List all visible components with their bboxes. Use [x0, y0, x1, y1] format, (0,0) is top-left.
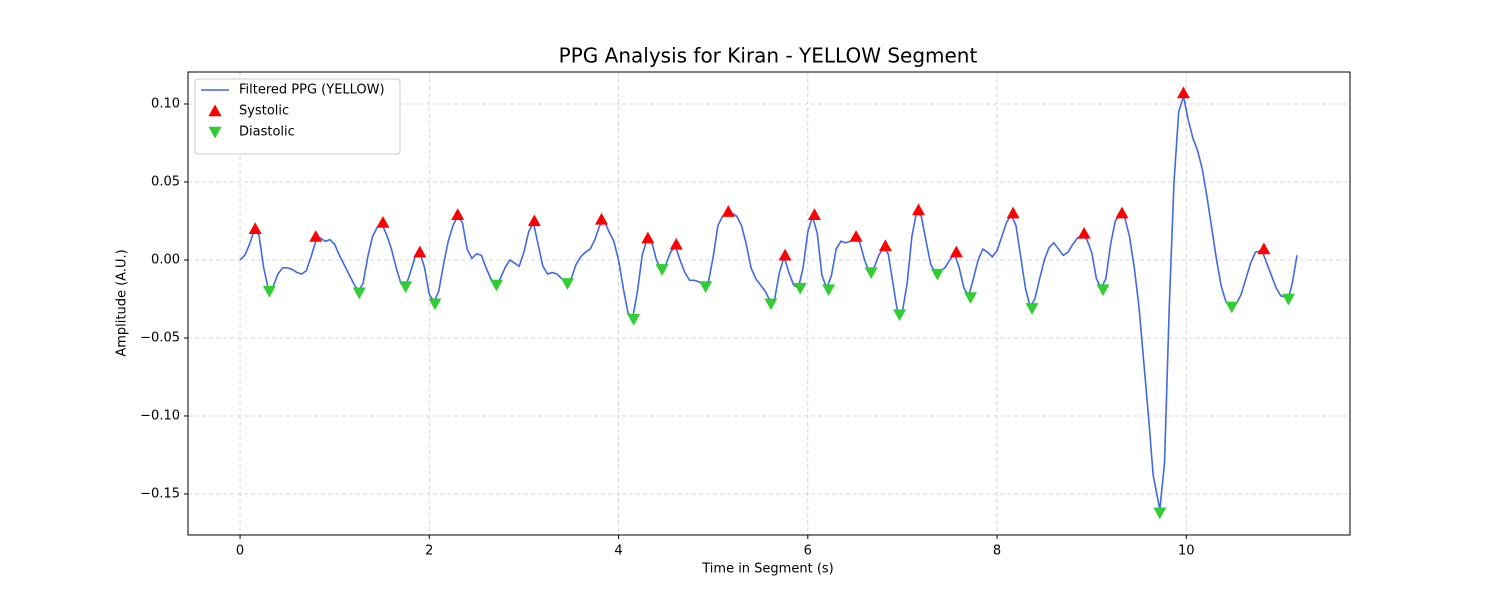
diastolic-marker: [1225, 301, 1239, 314]
diastolic-marker: [560, 278, 574, 290]
legend-box: [194, 78, 401, 155]
x-tick-label: 8: [993, 544, 1001, 559]
systolic-marker: [1176, 86, 1190, 99]
x-axis-label: Time in Segment (s): [701, 562, 833, 577]
systolic-marker: [878, 239, 892, 252]
systolic-marker: [778, 248, 792, 261]
diastolic-marker: [262, 285, 276, 298]
diastolic-marker: [893, 309, 907, 322]
y-tick-label: −0.05: [140, 330, 180, 345]
systolic-marker: [807, 208, 821, 220]
diastolic-marker: [627, 314, 641, 326]
y-tick-label: −0.10: [140, 408, 180, 423]
diastolic-marker: [699, 281, 713, 293]
y-tick-label: −0.15: [140, 486, 180, 501]
systolic-marker: [849, 230, 863, 242]
y-tick-label: 0.05: [151, 174, 180, 189]
diastolic-marker: [1153, 507, 1167, 520]
y-tick-label: 0.10: [151, 96, 180, 111]
y-tick-label: 0.00: [151, 252, 180, 267]
systolic-marker: [641, 231, 655, 244]
diastolic-marker: [930, 268, 944, 281]
systolic-marker: [595, 212, 609, 225]
systolic-marker: [413, 245, 427, 258]
diastolic-marker: [655, 264, 669, 276]
diastolic-marker: [793, 282, 807, 295]
x-tick-label: 2: [425, 544, 433, 559]
diastolic-marker: [1096, 284, 1110, 297]
diastolic-marker: [352, 287, 366, 300]
systolic-marker: [721, 205, 735, 217]
systolic-marker: [1257, 242, 1271, 255]
legend-label: Filtered PPG (YELLOW): [239, 83, 385, 98]
systolic-marker: [527, 214, 541, 227]
systolic-marker: [376, 216, 390, 228]
systolic-marker: [669, 237, 683, 250]
diastolic-marker: [489, 279, 503, 292]
systolic-marker: [309, 230, 323, 242]
legend-label: Diastolic: [239, 125, 295, 140]
legend-swatch: [208, 126, 222, 139]
diastolic-marker: [864, 267, 878, 279]
x-tick-label: 4: [614, 544, 622, 559]
diastolic-marker: [1025, 303, 1039, 315]
legend: Filtered PPG (YELLOW) Systolic Diastolic: [194, 78, 401, 155]
x-tick-label: 10: [1178, 544, 1195, 559]
diastolic-marker: [964, 292, 978, 304]
systolic-marker: [949, 245, 963, 258]
systolic-marker: [248, 222, 262, 234]
diastolic-marker: [822, 284, 836, 297]
diastolic-marker: [399, 281, 413, 293]
chart-title: PPG Analysis for Kiran - YELLOW Segment: [559, 44, 978, 68]
systolic-marker: [912, 203, 926, 216]
systolic-marker: [1115, 206, 1129, 219]
diastolic-marker: [764, 298, 778, 311]
y-axis-label: Amplitude (A.U.): [115, 249, 130, 356]
x-tick-label: 0: [236, 544, 244, 559]
diastolic-marker: [428, 298, 442, 311]
legend-swatch: [208, 104, 222, 117]
plot-frame: [187, 71, 1351, 536]
systolic-marker: [451, 208, 465, 220]
diastolic-marker: [1281, 293, 1295, 306]
systolic-marker: [1006, 206, 1020, 219]
legend-label: Systolic: [239, 104, 289, 119]
systolic-marker: [1077, 226, 1091, 239]
x-tick-label: 6: [804, 544, 812, 559]
